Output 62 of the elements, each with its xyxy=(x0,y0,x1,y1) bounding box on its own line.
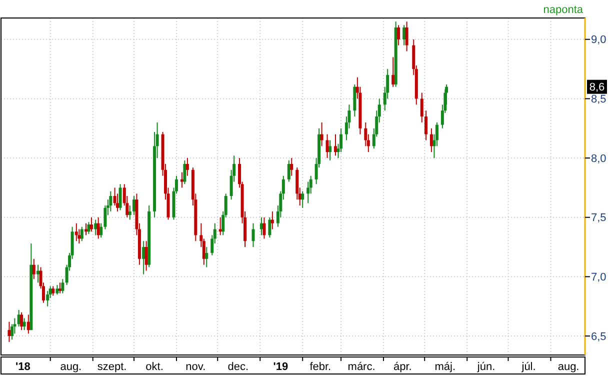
candlestick xyxy=(61,278,64,294)
candlestick xyxy=(8,321,11,342)
candlestick xyxy=(301,190,304,208)
x-tick-label: '19 xyxy=(273,361,288,373)
x-tick-label: aug. xyxy=(558,361,580,373)
candlestick xyxy=(287,160,290,182)
candlestick xyxy=(334,134,337,156)
candlestick xyxy=(270,210,274,230)
candlestick xyxy=(252,222,255,248)
y-tick-label: 7,0 xyxy=(591,272,606,284)
candlestick xyxy=(186,158,189,176)
candlestick xyxy=(290,158,294,176)
candlestick xyxy=(118,184,122,211)
candlestick xyxy=(326,134,329,159)
x-tick-label: szept. xyxy=(97,361,127,373)
candlestick xyxy=(90,216,93,232)
candlestick xyxy=(100,222,103,238)
candlestick xyxy=(52,286,55,296)
x-tick-label: aug. xyxy=(60,361,82,373)
x-tick-label: jún. xyxy=(476,361,496,373)
y-tick-label: 8,0 xyxy=(591,152,606,165)
candlestick xyxy=(320,122,324,147)
candlestick xyxy=(36,264,40,284)
y-tick-label: 6,5 xyxy=(591,330,606,343)
x-tick-label: febr. xyxy=(310,361,332,373)
y-tick-label: 7,5 xyxy=(591,212,606,224)
x-tick-label: máj. xyxy=(434,361,456,373)
candlestick xyxy=(205,246,208,268)
x-tick-label: '18 xyxy=(16,361,30,373)
annotation: 8,6 xyxy=(589,82,605,94)
candlestick xyxy=(74,222,78,242)
x-tick-label: dec. xyxy=(228,361,249,373)
y-tick-label: 8,5 xyxy=(591,94,606,106)
x-tick-label: nov. xyxy=(186,361,206,373)
candlestick xyxy=(262,216,266,240)
x-tick-label: júl. xyxy=(520,361,536,373)
candlestick xyxy=(183,160,186,185)
candlestick xyxy=(402,24,406,46)
candlestick xyxy=(87,222,90,234)
candlestick xyxy=(128,204,132,220)
x-tick-label: márc. xyxy=(348,361,376,373)
candlestick xyxy=(392,56,395,88)
candlestick xyxy=(353,84,356,117)
y-tick-label: 9,0 xyxy=(591,34,606,46)
candlestick xyxy=(424,110,428,141)
x-tick-label: okt. xyxy=(146,361,164,373)
candlestick xyxy=(420,92,424,123)
candlestick xyxy=(109,190,112,212)
candlestick xyxy=(405,21,408,52)
candlestick xyxy=(397,24,400,46)
candlestick xyxy=(142,240,146,275)
candlestick xyxy=(20,312,24,331)
candlestick xyxy=(56,284,59,295)
candlestick xyxy=(80,226,84,242)
x-tick-label: ápr. xyxy=(393,361,412,373)
candlestick xyxy=(32,258,36,280)
candlestick xyxy=(46,290,50,307)
chart-subtitle: naponta xyxy=(543,4,584,16)
candlestick xyxy=(268,216,272,238)
candlestick xyxy=(22,318,26,331)
candlestick xyxy=(328,140,332,161)
candlestick xyxy=(94,219,98,236)
